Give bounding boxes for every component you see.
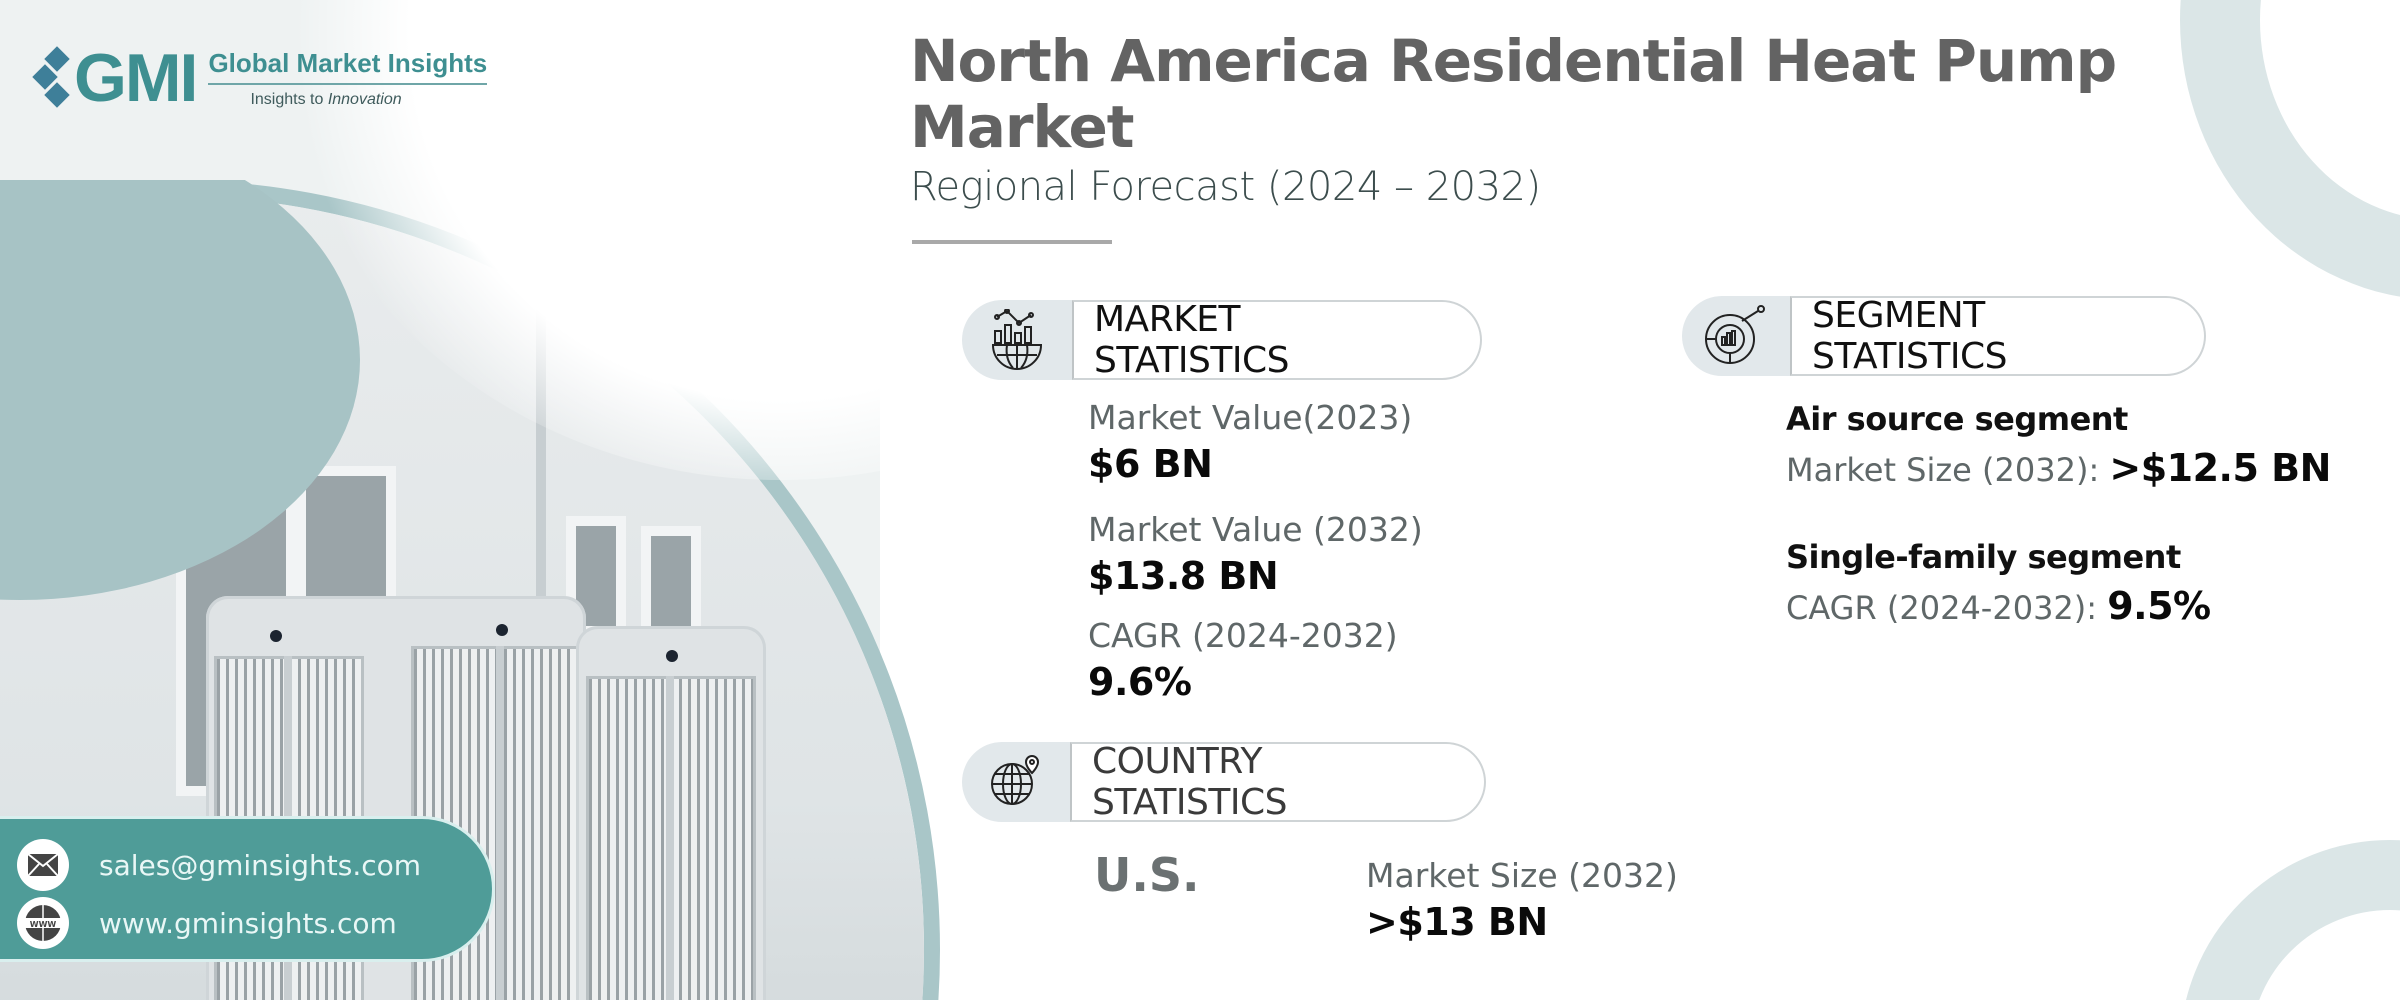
segment-statistics-title: SEGMENT STATISTICS — [1790, 295, 2206, 377]
single-family-segment-stat: CAGR (2024-2032): 9.5% — [1786, 584, 2211, 628]
page-title: North America Residential Heat Pump Mark… — [910, 27, 2117, 161]
country-market-size-label: Market Size (2032) — [1366, 856, 1678, 895]
country-market-size-value: >$13 BN — [1366, 900, 1548, 944]
single-family-segment-title: Single-family segment — [1786, 538, 2181, 576]
chart-globe-icon — [962, 300, 1072, 380]
logo-name: Global Market Insights — [208, 48, 488, 85]
market-value-2032: $13.8 BN — [1088, 554, 1279, 598]
air-source-segment-stat: Market Size (2032): >$12.5 BN — [1786, 446, 2331, 490]
air-source-segment-title: Air source segment — [1786, 400, 2128, 438]
market-statistics-title: MARKET STATISTICS — [1072, 299, 1482, 381]
cagr-label: CAGR (2024-2032) — [1088, 616, 1398, 655]
email-link[interactable]: sales@gminsights.com — [99, 848, 422, 882]
market-value-2023: $6 BN — [1088, 442, 1213, 486]
gmi-logo: GMI Global Market Insights Insights to I… — [32, 40, 488, 116]
country-statistics-header: COUNTRY STATISTICS — [962, 741, 1486, 823]
svg-text:WWW: WWW — [30, 920, 57, 929]
logo-mark-text: GMI — [74, 40, 198, 116]
logo-diamonds-icon — [32, 46, 70, 108]
pie-target-icon — [1682, 296, 1790, 376]
market-statistics-header: MARKET STATISTICS — [962, 299, 1482, 381]
envelope-icon — [17, 839, 69, 891]
market-value-2032-label: Market Value (2032) — [1088, 510, 1423, 549]
contact-box: sales@gminsights.com WWW www.gminsights.… — [0, 816, 495, 962]
page-subtitle: Regional Forecast (2024 – 2032) — [910, 164, 1541, 210]
cagr-value: 9.6% — [1088, 660, 1192, 704]
logo-tagline: Insights to Innovation — [250, 90, 402, 108]
country-statistics-title: COUNTRY STATISTICS — [1070, 741, 1486, 823]
email-row: sales@gminsights.com — [17, 839, 421, 891]
website-row: WWW www.gminsights.com — [17, 897, 397, 949]
market-value-2023-label: Market Value(2023) — [1088, 398, 1413, 437]
www-globe-icon: WWW — [17, 897, 69, 949]
title-divider — [912, 240, 1112, 244]
website-link[interactable]: www.gminsights.com — [99, 906, 397, 940]
segment-statistics-header: SEGMENT STATISTICS — [1682, 295, 2206, 377]
globe-pin-icon — [962, 742, 1070, 822]
country-name: U.S. — [1094, 848, 1200, 902]
